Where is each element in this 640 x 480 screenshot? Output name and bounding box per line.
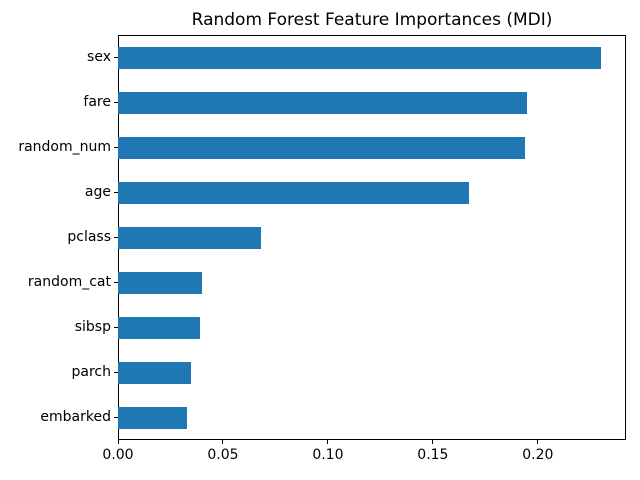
y-tick-label-embarked: embarked — [40, 408, 111, 425]
y-tickmark-age — [114, 192, 118, 193]
y-tick-label-sibsp: sibsp — [74, 318, 111, 335]
bar-age — [118, 181, 469, 204]
y-tickmark-sex — [114, 57, 118, 58]
x-tick-label-0.15: 0.15 — [417, 447, 449, 463]
y-tickmark-fare — [114, 102, 118, 103]
x-tick-label-0.20: 0.20 — [522, 447, 554, 463]
y-tickmark-random_cat — [114, 282, 118, 283]
x-tickmark-0.05 — [222, 440, 224, 444]
bar-parch — [118, 361, 192, 384]
y-tick-label-sex: sex — [87, 48, 111, 65]
bar-sex — [118, 46, 601, 69]
x-tickmark-0.00 — [117, 440, 119, 444]
y-tick-label-age: age — [84, 183, 111, 200]
x-tick-label-0.00: 0.00 — [102, 447, 134, 463]
y-tick-label-pclass: pclass — [67, 228, 111, 245]
bar-random_cat — [118, 271, 202, 294]
y-tickmark-sibsp — [114, 327, 118, 328]
y-tick-label-random_cat: random_cat — [27, 273, 111, 290]
y-tickmark-pclass — [114, 237, 118, 238]
y-tick-label-random_num: random_num — [18, 138, 111, 155]
bar-sibsp — [118, 316, 200, 339]
x-tick-label-0.10: 0.10 — [312, 447, 344, 463]
x-tickmark-0.20 — [537, 440, 539, 444]
y-tickmark-embarked — [114, 417, 118, 418]
x-tickmark-0.15 — [432, 440, 434, 444]
bar-fare — [118, 91, 528, 114]
y-tickmark-parch — [114, 372, 118, 373]
y-tick-label-fare: fare — [83, 93, 111, 110]
bar-embarked — [118, 406, 188, 429]
bar-random_num — [118, 136, 526, 159]
x-tickmark-0.10 — [327, 440, 329, 444]
bar-pclass — [118, 226, 261, 249]
y-tickmark-random_num — [114, 147, 118, 148]
chart-title: Random Forest Feature Importances (MDI) — [191, 10, 553, 30]
y-tick-label-parch: parch — [71, 363, 111, 380]
x-tick-label-0.05: 0.05 — [207, 447, 239, 463]
